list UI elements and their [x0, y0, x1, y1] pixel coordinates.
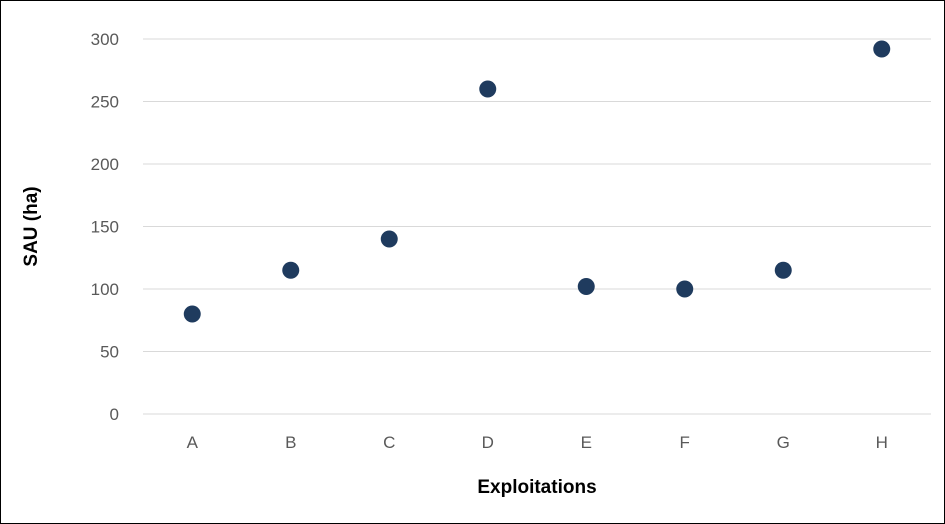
x-tick-labels: A B C D E F G H [187, 433, 888, 452]
x-tick-label-G: G [777, 433, 790, 452]
x-tick-label-B: B [285, 433, 296, 452]
grid-layer [143, 38, 931, 415]
data-point-E [577, 278, 595, 295]
data-point-F [676, 280, 694, 298]
x-tick-label-A: A [187, 433, 199, 452]
y-tick-label-250: 250 [91, 93, 119, 112]
data-points [183, 40, 891, 323]
y-tick-labels: 0 50 100 150 200 250 300 [91, 30, 119, 424]
y-axis-title: SAU (ha) [21, 186, 42, 266]
x-tick-label-D: D [482, 433, 494, 452]
y-tick-label-50: 50 [100, 343, 119, 362]
x-tick-label-F: F [680, 433, 690, 452]
y-tick-label-150: 150 [91, 218, 119, 237]
data-point-C [380, 230, 398, 248]
data-point-A [183, 305, 201, 323]
data-point-H [873, 40, 891, 58]
y-tick-label-0: 0 [110, 405, 119, 424]
data-point-B [282, 261, 300, 279]
y-tick-label-100: 100 [91, 280, 119, 299]
y-tick-label-200: 200 [91, 155, 119, 174]
data-point-D [479, 80, 497, 98]
data-point-G [774, 261, 792, 279]
x-tick-label-H: H [876, 433, 888, 452]
x-tick-label-C: C [383, 433, 395, 452]
y-tick-label-300: 300 [91, 30, 119, 49]
x-tick-label-E: E [581, 433, 592, 452]
x-axis-title: Exploitations [477, 477, 596, 498]
